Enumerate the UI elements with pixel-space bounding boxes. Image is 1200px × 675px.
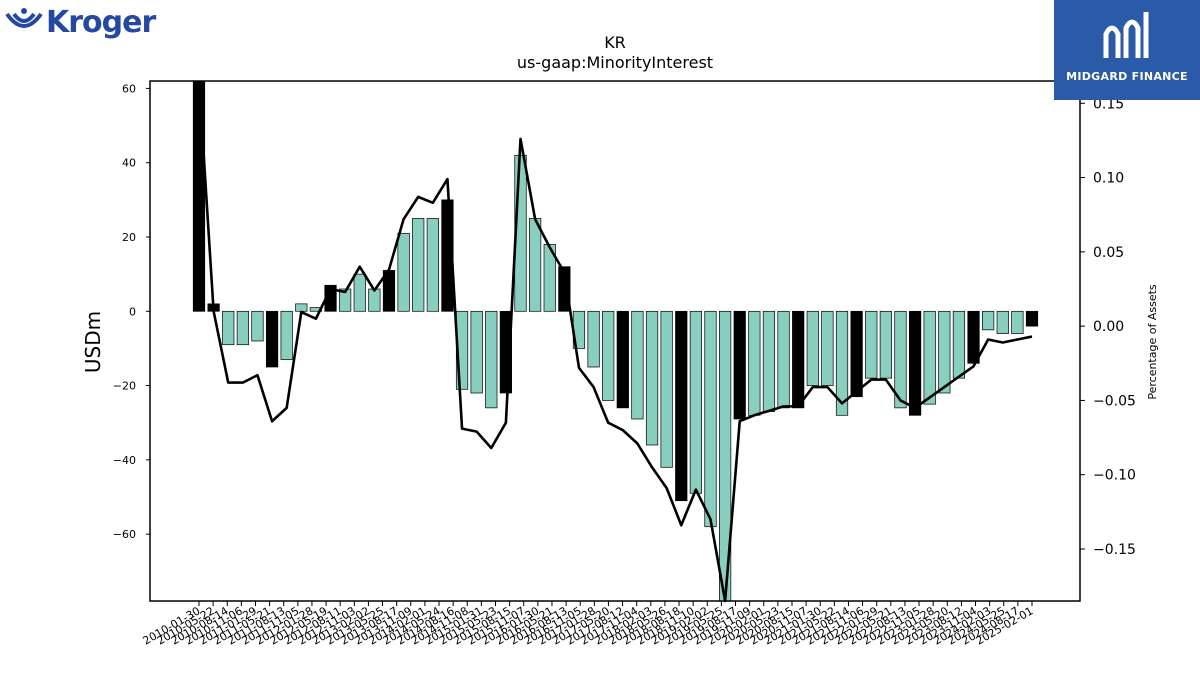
line-series <box>197 80 1033 603</box>
bar <box>558 266 571 312</box>
midgard-finance-logo-icon <box>1103 12 1149 58</box>
y-tick-label: 40 <box>122 157 136 170</box>
bar <box>777 310 790 409</box>
bar <box>908 310 922 416</box>
bar <box>952 310 966 379</box>
bar <box>865 310 878 379</box>
bar <box>485 310 498 409</box>
kroger-logo: Kroger <box>4 2 156 54</box>
bar <box>704 310 717 528</box>
bar <box>631 310 644 420</box>
bar <box>616 310 629 409</box>
y2-tick-label: −0.15 <box>1093 542 1136 558</box>
bar <box>645 310 659 446</box>
y2-tick-label: 0.10 <box>1093 171 1124 187</box>
y-tick-label: 0 <box>129 305 136 318</box>
bar <box>412 218 425 312</box>
bar <box>821 310 834 386</box>
bar <box>470 310 483 394</box>
bar <box>689 310 702 494</box>
y-axis-label: USDm <box>81 311 105 373</box>
midgard-finance-logo-text: MIDGARD FINANCE <box>1066 70 1188 83</box>
y2-tick-label: 0.00 <box>1093 319 1124 335</box>
y-tick-label: −60 <box>113 528 136 541</box>
chart-title: KR <box>604 33 626 52</box>
chart-subtitle: us-gaap:MinorityInterest <box>517 53 713 72</box>
bar <box>675 310 688 502</box>
bar <box>996 310 1009 334</box>
bar <box>938 310 951 394</box>
bar-series <box>192 80 1039 602</box>
midgard-finance-logo: MIDGARD FINANCE <box>1054 0 1200 100</box>
bar <box>879 310 892 379</box>
bar <box>806 310 819 386</box>
bar <box>792 310 805 409</box>
bar <box>602 310 615 401</box>
bar <box>835 310 849 416</box>
bar <box>529 218 542 312</box>
bar <box>850 310 863 398</box>
bar <box>1011 310 1024 334</box>
series-line <box>197 80 1033 603</box>
bar <box>236 310 249 346</box>
plot-frame <box>149 80 1081 602</box>
y2-tick-label: 0.05 <box>1093 245 1124 261</box>
bar <box>295 303 308 312</box>
y-tick-label: −20 <box>113 380 136 393</box>
bar <box>967 310 980 364</box>
bar <box>923 310 936 405</box>
bar <box>368 288 381 312</box>
kroger-logo-icon <box>5 8 43 28</box>
bar <box>353 273 366 312</box>
bar <box>1025 310 1039 327</box>
bar <box>543 244 556 312</box>
kroger-logo-text: Kroger <box>46 5 156 40</box>
y-tick-label: 60 <box>122 82 136 95</box>
bar <box>748 310 761 416</box>
bar <box>339 288 352 312</box>
bar <box>733 310 746 420</box>
axes: 60 40 20 0 −20 −40 −60 0.15 0.10 0.05 0.00 −0.05 −0.… <box>113 80 1136 648</box>
y-tick-label: −40 <box>113 454 136 467</box>
bar <box>982 310 995 331</box>
bar <box>499 310 512 394</box>
bar <box>251 310 264 342</box>
bar <box>762 310 776 412</box>
bar <box>894 310 907 409</box>
bar <box>280 310 293 360</box>
bar <box>660 310 673 468</box>
bar <box>587 310 600 368</box>
y2-axis-label: Percentage of Assets <box>1146 284 1159 400</box>
y2-tick-label: −0.10 <box>1093 468 1136 484</box>
y-tick-label: 20 <box>122 231 136 244</box>
y2-tick-label: −0.05 <box>1093 393 1136 409</box>
y2-tick-label: 0.15 <box>1093 96 1124 112</box>
bar <box>265 310 279 368</box>
bar <box>426 218 439 312</box>
bar <box>222 310 235 346</box>
bar <box>192 80 206 312</box>
bar <box>397 232 410 312</box>
